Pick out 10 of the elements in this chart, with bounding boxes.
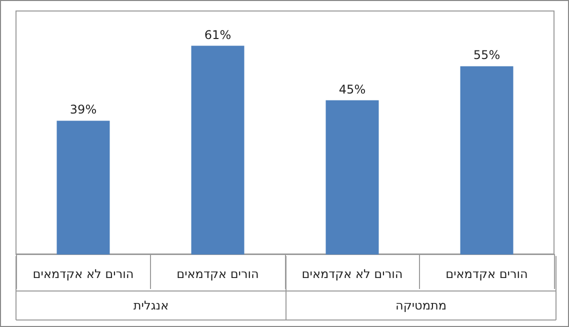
data-label: 61% [204,28,232,42]
text: אנגלית [133,298,169,312]
data-label: 55% [473,48,500,62]
data-label: 39% [70,102,97,117]
x-tick-label: הורים לא אקדמאים [32,267,134,281]
x-tick-label: הורים אקדמאים [176,267,259,281]
x-tick-label: הורים לא אקדמאים [302,267,403,281]
x-tick-label: הורים אקדמאים [446,267,528,281]
text: מתמטיקה [395,298,447,312]
data-label: 45% [338,82,366,96]
